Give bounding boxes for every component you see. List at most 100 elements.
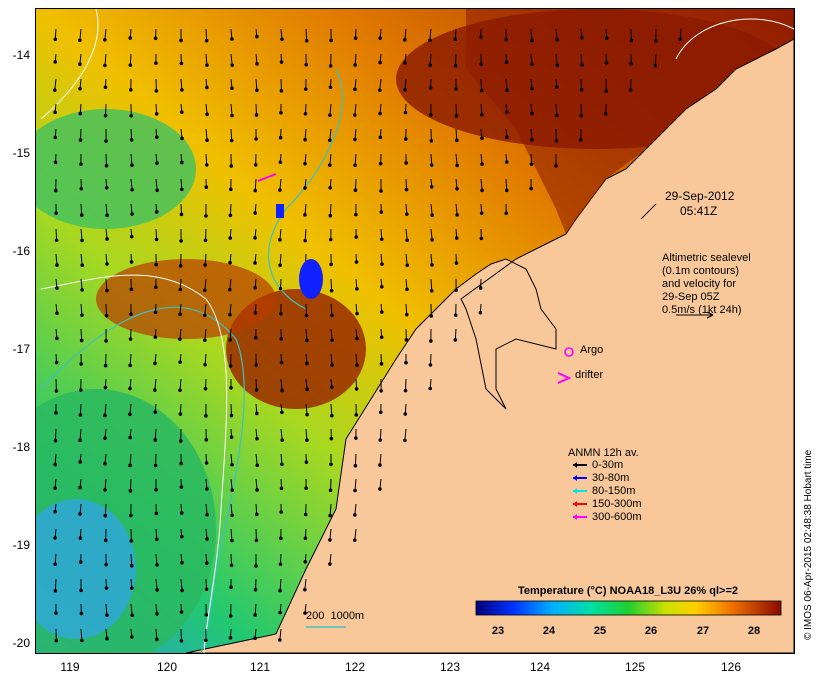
velocity-arrow-head: [105, 237, 109, 241]
velocity-arrow: [105, 303, 108, 316]
velocity-arrow: [455, 203, 458, 215]
velocity-arrow-head: [254, 363, 258, 367]
velocity-arrow-head: [329, 385, 334, 389]
velocity-arrow-head: [229, 187, 233, 192]
velocity-arrow-head: [205, 138, 209, 143]
legend-item: 30-80m: [592, 472, 630, 484]
velocity-arrow-head: [228, 338, 233, 342]
velocity-arrow-head: [530, 86, 534, 91]
velocity-arrow-head: [204, 612, 209, 617]
velocity-arrow-head: [428, 363, 433, 367]
velocity-arrow-head: [403, 388, 408, 393]
velocity-arrow: [330, 403, 333, 416]
velocity-arrow-head: [305, 361, 309, 366]
velocity-arrow-head: [103, 461, 107, 466]
velocity-arrow-head: [53, 60, 58, 64]
legend-item: 300-600m: [592, 511, 642, 523]
lon-tick: 121: [249, 660, 271, 674]
velocity-arrow-head: [54, 638, 59, 643]
velocity-arrow: [79, 403, 82, 416]
lon-tick: 124: [529, 660, 551, 674]
velocity-arrow-head: [53, 37, 58, 42]
velocity-arrow-head: [480, 188, 484, 193]
velocity-arrow: [455, 128, 458, 141]
velocity-arrow-head: [155, 161, 159, 166]
velocity-arrow-head: [178, 439, 183, 443]
velocity-arrow-head: [280, 438, 284, 442]
velocity-arrow-head: [53, 562, 57, 566]
velocity-arrow-head: [303, 536, 308, 541]
velocity-arrow-head: [104, 313, 109, 318]
velocity-arrow-head: [230, 63, 235, 67]
velocity-arrow-head: [130, 187, 134, 192]
velocity-arrow: [305, 328, 308, 341]
velocity-arrow-head: [179, 511, 184, 515]
velocity-arrow-head: [678, 37, 683, 41]
velocity-arrow-head: [80, 288, 84, 292]
velocity-arrow-head: [403, 87, 407, 92]
velocity-arrow-head: [454, 87, 458, 91]
velocity-arrow-head: [230, 113, 234, 118]
velocity-arrow: [280, 428, 283, 441]
velocity-arrow: [429, 28, 432, 41]
velocity-arrow: [105, 153, 108, 166]
velocity-arrow-head: [353, 87, 357, 92]
velocity-arrow-head: [379, 388, 383, 393]
velocity-arrow-head: [253, 587, 258, 592]
velocity-arrow: [179, 378, 182, 391]
velocity-arrow: [454, 328, 457, 340]
velocity-arrow: [430, 228, 433, 240]
velocity-arrow-head: [353, 63, 357, 67]
velocity-arrows: [52, 28, 683, 643]
velocity-arrow: [279, 228, 282, 240]
velocity-arrow-head: [154, 89, 159, 93]
velocity-arrow-head: [129, 287, 134, 292]
velocity-arrow: [129, 453, 132, 466]
velocity-arrow-head: [354, 436, 358, 440]
legend-item: 150-300m: [592, 498, 642, 510]
velocity-arrow-head: [403, 412, 408, 416]
velocity-arrow-head: [380, 262, 384, 266]
velocity-arrow: [104, 403, 107, 416]
velocity-arrow-head: [53, 135, 58, 140]
velocity-arrow: [230, 453, 233, 465]
velocity-arrow-head: [405, 287, 409, 292]
sealevel-contour-2: [40, 9, 99, 120]
velocity-arrow-head: [155, 563, 159, 567]
velocity-arrow-head: [378, 410, 383, 415]
lat-tick: -20: [12, 636, 30, 650]
velocity-arrow-head: [430, 237, 434, 242]
velocity-arrow-head: [255, 88, 259, 93]
lon-tick: 122: [344, 660, 366, 674]
velocity-arrow-head: [352, 113, 357, 117]
velocity-arrow-head: [178, 360, 182, 364]
velocity-arrow-head: [505, 135, 509, 140]
velocity-arrow: [129, 53, 132, 66]
velocity-arrow-head: [380, 285, 384, 289]
velocity-arrow: [80, 228, 83, 241]
velocity-arrow-head: [54, 360, 59, 365]
velocity-arrow-head: [304, 87, 308, 91]
velocity-arrow-head: [355, 311, 359, 316]
velocity-arrow: [80, 328, 83, 341]
velocity-arrow-head: [79, 186, 84, 191]
sst-map: [35, 8, 795, 654]
velocity-arrow-head: [204, 214, 208, 218]
velocity-arrow-head: [253, 336, 258, 340]
velocity-arrow-head: [403, 137, 408, 141]
cool-water-north: [36, 109, 196, 229]
velocity-arrow: [430, 278, 433, 291]
velocity-arrow: [405, 228, 408, 241]
velocity-arrow-head: [103, 488, 107, 492]
velocity-arrow: [229, 203, 232, 216]
velocity-arrow-head: [303, 587, 307, 592]
velocity-arrow: [329, 528, 332, 540]
velocity-arrow-head: [254, 388, 259, 392]
velocity-arrow: [80, 203, 83, 216]
velocity-arrow-head: [403, 438, 407, 443]
velocity-arrow-head: [230, 37, 234, 41]
velocity-arrow-head: [428, 386, 433, 391]
velocity-arrow-head: [229, 164, 234, 168]
velocity-arrow-head: [129, 563, 134, 568]
velocity-arrow-head: [78, 485, 82, 490]
